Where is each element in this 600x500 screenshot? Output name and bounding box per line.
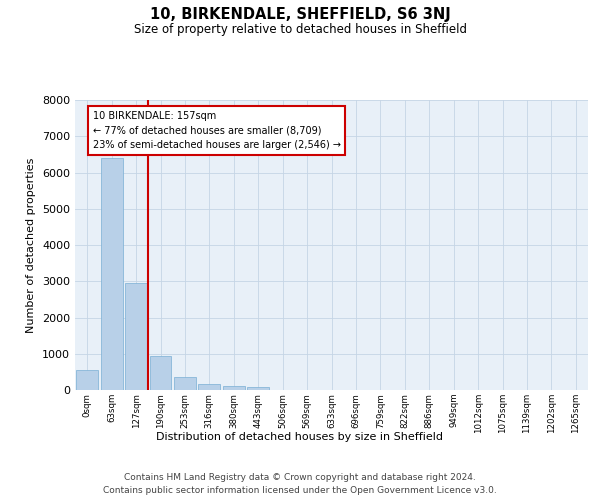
Text: Contains public sector information licensed under the Open Government Licence v3: Contains public sector information licen… [103,486,497,495]
Bar [247,387,269,390]
Bar [174,377,196,390]
Bar [223,386,245,390]
Bar [125,283,147,390]
Bar [149,356,172,390]
Bar [76,370,98,390]
Text: Distribution of detached houses by size in Sheffield: Distribution of detached houses by size … [157,432,443,442]
Text: 10 BIRKENDALE: 157sqm
← 77% of detached houses are smaller (8,709)
23% of semi-d: 10 BIRKENDALE: 157sqm ← 77% of detached … [92,111,341,150]
Text: 10, BIRKENDALE, SHEFFIELD, S6 3NJ: 10, BIRKENDALE, SHEFFIELD, S6 3NJ [149,8,451,22]
Bar [101,158,122,390]
Text: Size of property relative to detached houses in Sheffield: Size of property relative to detached ho… [133,22,467,36]
Y-axis label: Number of detached properties: Number of detached properties [26,158,37,332]
Bar [199,384,220,390]
Text: Contains HM Land Registry data © Crown copyright and database right 2024.: Contains HM Land Registry data © Crown c… [124,472,476,482]
